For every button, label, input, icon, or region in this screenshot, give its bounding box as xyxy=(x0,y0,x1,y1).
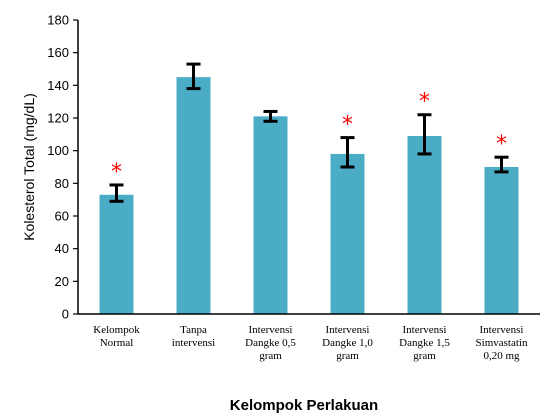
significance-markers: * * * * xyxy=(111,90,507,185)
bar xyxy=(99,194,134,314)
bar xyxy=(176,77,211,315)
category-label-line: Dangke 1,0 xyxy=(322,337,373,349)
y-axis-title: Kolesterol Total (mg/dL) xyxy=(21,93,37,241)
x-axis-title: Kelompok Perlakuan xyxy=(230,397,378,414)
y-tick-label: 180 xyxy=(47,13,69,28)
category-label: Tanpa intervensi xyxy=(172,324,215,349)
category-label: Intervensi Dangke 0,5 gram xyxy=(245,324,296,362)
bar xyxy=(407,135,442,314)
y-axis-ticks: 0 20 40 60 80 100 120 140 160 180 xyxy=(47,13,78,322)
error-bars xyxy=(109,62,509,203)
y-tick-label: 120 xyxy=(47,111,69,126)
y-tick-label: 20 xyxy=(55,274,69,289)
category-label-line: 0,20 mg xyxy=(483,350,520,362)
y-tick-label: 40 xyxy=(55,241,69,256)
category-label: Intervensi Dangke 1,5 gram xyxy=(399,324,450,362)
category-label-line: gram xyxy=(259,350,282,362)
bars xyxy=(99,77,519,315)
category-label-line: Intervensi xyxy=(249,324,293,336)
bar xyxy=(253,116,288,314)
category-label-line: Intervensi xyxy=(403,324,447,336)
y-tick-label: 140 xyxy=(47,78,69,93)
significance-star: * xyxy=(111,160,122,185)
category-label-line: Normal xyxy=(100,337,134,349)
category-label-line: Dangke 0,5 xyxy=(245,337,296,349)
category-label-line: gram xyxy=(413,350,436,362)
category-label: Intervensi Simvastatin 0,20 mg xyxy=(476,324,528,362)
y-tick-label: 80 xyxy=(55,176,69,191)
category-label: Kelompok Normal xyxy=(93,324,140,349)
category-label-line: Dangke 1,5 xyxy=(399,337,450,349)
bar xyxy=(484,167,519,314)
significance-star: * xyxy=(342,113,353,138)
category-label: Intervensi Dangke 1,0 gram xyxy=(322,324,373,362)
y-tick-label: 60 xyxy=(55,209,69,224)
category-label-line: gram xyxy=(336,350,359,362)
y-tick-label: 0 xyxy=(62,307,69,322)
y-tick-label: 100 xyxy=(47,143,69,158)
category-label-line: Simvastatin xyxy=(476,337,528,349)
category-label-line: Kelompok xyxy=(93,324,140,336)
category-label-line: Intervensi xyxy=(480,324,524,336)
significance-star: * xyxy=(419,90,430,115)
category-label-line: Intervensi xyxy=(326,324,370,336)
category-label-line: intervensi xyxy=(172,337,215,349)
category-label-line: Tanpa xyxy=(180,324,207,336)
y-tick-label: 160 xyxy=(47,45,69,60)
significance-star: * xyxy=(496,132,507,157)
bar xyxy=(330,153,365,314)
